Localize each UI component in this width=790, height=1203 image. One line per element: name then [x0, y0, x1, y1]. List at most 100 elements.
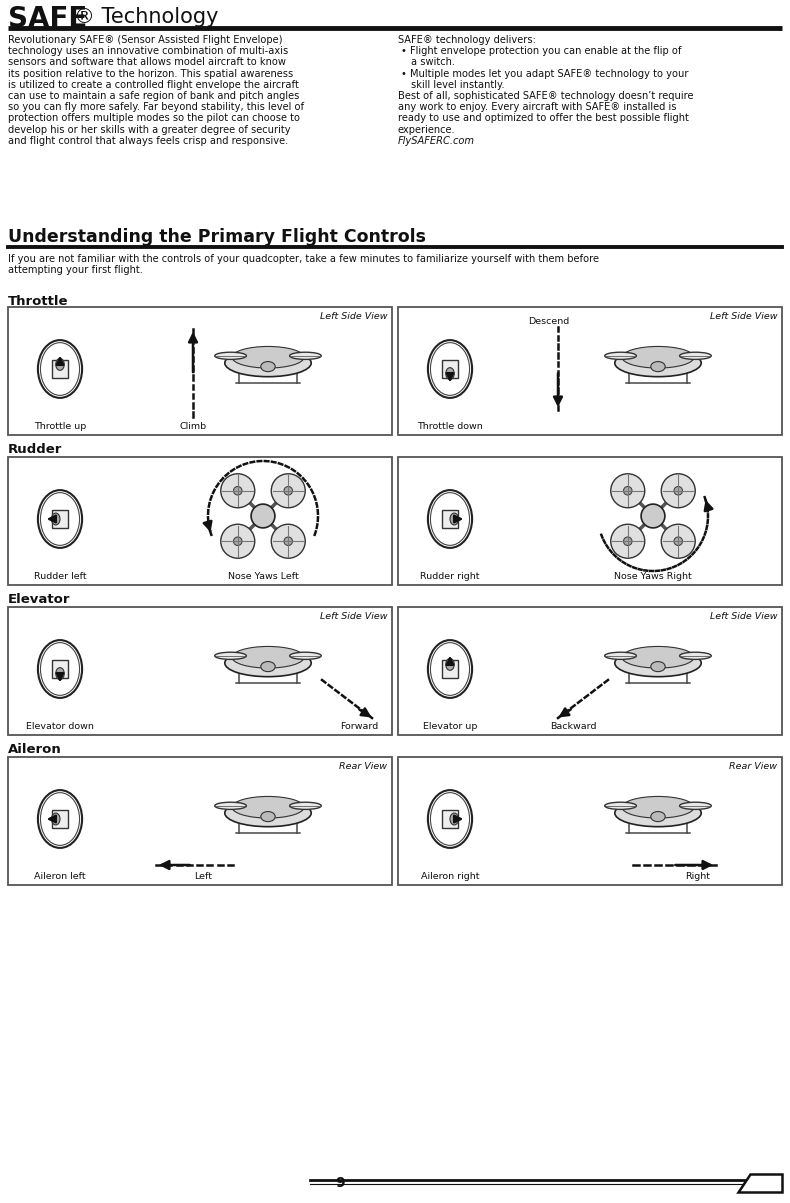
Ellipse shape: [56, 668, 64, 680]
Text: develop his or her skills with a greater degree of security: develop his or her skills with a greater…: [8, 125, 291, 135]
Text: Throttle: Throttle: [8, 295, 69, 308]
Ellipse shape: [431, 343, 469, 396]
Ellipse shape: [604, 802, 637, 810]
Bar: [398, 608, 782, 735]
Ellipse shape: [428, 790, 472, 848]
Text: Elevator up: Elevator up: [423, 722, 477, 731]
Ellipse shape: [622, 796, 694, 818]
Ellipse shape: [284, 486, 292, 494]
Bar: [398, 757, 782, 885]
Bar: [52, 659, 68, 678]
Text: Left: Left: [194, 872, 212, 881]
Bar: [8, 608, 392, 735]
Ellipse shape: [261, 662, 275, 671]
Bar: [8, 457, 392, 585]
Polygon shape: [738, 1174, 782, 1192]
Text: SAFE® technology delivers:: SAFE® technology delivers:: [398, 35, 536, 45]
Ellipse shape: [38, 640, 82, 698]
Bar: [52, 510, 68, 528]
Ellipse shape: [38, 340, 82, 398]
Ellipse shape: [611, 525, 645, 558]
Ellipse shape: [431, 642, 469, 695]
Ellipse shape: [446, 368, 454, 379]
Ellipse shape: [215, 652, 246, 659]
Text: is utilized to create a controlled flight envelope the aircraft: is utilized to create a controlled fligh…: [8, 79, 299, 90]
Ellipse shape: [290, 802, 322, 810]
Bar: [442, 510, 457, 528]
Bar: [398, 307, 782, 435]
Ellipse shape: [232, 346, 304, 368]
Ellipse shape: [290, 352, 322, 360]
Text: Revolutionary SAFE® (Sensor Assisted Flight Envelope): Revolutionary SAFE® (Sensor Assisted Fli…: [8, 35, 283, 45]
Bar: [442, 360, 457, 379]
Ellipse shape: [623, 537, 632, 545]
Ellipse shape: [661, 525, 695, 558]
Text: protection offers multiple modes so the pilot can choose to: protection offers multiple modes so the …: [8, 113, 300, 124]
Ellipse shape: [611, 474, 645, 508]
Ellipse shape: [604, 352, 637, 360]
Text: Aileron left: Aileron left: [34, 872, 86, 881]
Text: Left Side View: Left Side View: [319, 612, 387, 621]
Text: Nose Yaws Right: Nose Yaws Right: [614, 571, 692, 581]
Ellipse shape: [232, 796, 304, 818]
Ellipse shape: [251, 504, 275, 528]
Ellipse shape: [615, 799, 702, 826]
Ellipse shape: [234, 537, 242, 545]
Text: Rudder left: Rudder left: [34, 571, 86, 581]
Ellipse shape: [261, 812, 275, 822]
Ellipse shape: [290, 652, 322, 659]
Ellipse shape: [651, 812, 665, 822]
Text: attempting your first flight.: attempting your first flight.: [8, 265, 143, 275]
Ellipse shape: [220, 525, 254, 558]
Text: Rear View: Rear View: [729, 761, 777, 771]
Text: can use to maintain a safe region of bank and pitch angles: can use to maintain a safe region of ban…: [8, 91, 299, 101]
Ellipse shape: [615, 650, 702, 676]
Ellipse shape: [604, 652, 637, 659]
Text: and flight control that always feels crisp and responsive.: and flight control that always feels cri…: [8, 136, 288, 146]
Ellipse shape: [51, 813, 60, 825]
Text: SAFE: SAFE: [8, 5, 87, 32]
Bar: [52, 360, 68, 379]
Ellipse shape: [428, 640, 472, 698]
Ellipse shape: [679, 802, 711, 810]
Ellipse shape: [40, 642, 80, 695]
Text: Best of all, sophisticated SAFE® technology doesn’t require: Best of all, sophisticated SAFE® technol…: [398, 91, 694, 101]
Ellipse shape: [661, 474, 695, 508]
Ellipse shape: [40, 343, 80, 396]
Text: Aileron: Aileron: [8, 743, 62, 755]
Bar: [52, 810, 68, 829]
Ellipse shape: [641, 504, 665, 528]
Ellipse shape: [220, 474, 254, 508]
Ellipse shape: [215, 352, 246, 360]
Text: Throttle up: Throttle up: [34, 422, 86, 431]
Ellipse shape: [215, 802, 246, 810]
Text: Backward: Backward: [550, 722, 596, 731]
Text: Rear View: Rear View: [339, 761, 387, 771]
Ellipse shape: [234, 486, 242, 494]
Text: Elevator: Elevator: [8, 593, 70, 606]
Ellipse shape: [271, 525, 305, 558]
Text: Descend: Descend: [528, 318, 570, 326]
Text: skill level instantly.: skill level instantly.: [411, 79, 505, 90]
Ellipse shape: [56, 358, 64, 371]
Ellipse shape: [261, 362, 275, 372]
Ellipse shape: [679, 652, 711, 659]
Ellipse shape: [615, 349, 702, 377]
Text: ® Technology: ® Technology: [74, 7, 219, 26]
Ellipse shape: [225, 650, 311, 676]
Text: If you are not familiar with the controls of your quadcopter, take a few minutes: If you are not familiar with the control…: [8, 254, 599, 263]
Text: Aileron right: Aileron right: [421, 872, 480, 881]
Ellipse shape: [232, 646, 304, 668]
Ellipse shape: [51, 512, 60, 525]
Ellipse shape: [623, 486, 632, 494]
Ellipse shape: [651, 662, 665, 671]
Ellipse shape: [40, 793, 80, 846]
Text: experience.: experience.: [398, 125, 456, 135]
Ellipse shape: [622, 346, 694, 368]
Ellipse shape: [38, 790, 82, 848]
Ellipse shape: [450, 813, 458, 825]
Ellipse shape: [431, 793, 469, 846]
Text: sensors and software that allows model aircraft to know: sensors and software that allows model a…: [8, 58, 286, 67]
Text: Left Side View: Left Side View: [709, 312, 777, 321]
Text: Understanding the Primary Flight Controls: Understanding the Primary Flight Control…: [8, 229, 426, 245]
